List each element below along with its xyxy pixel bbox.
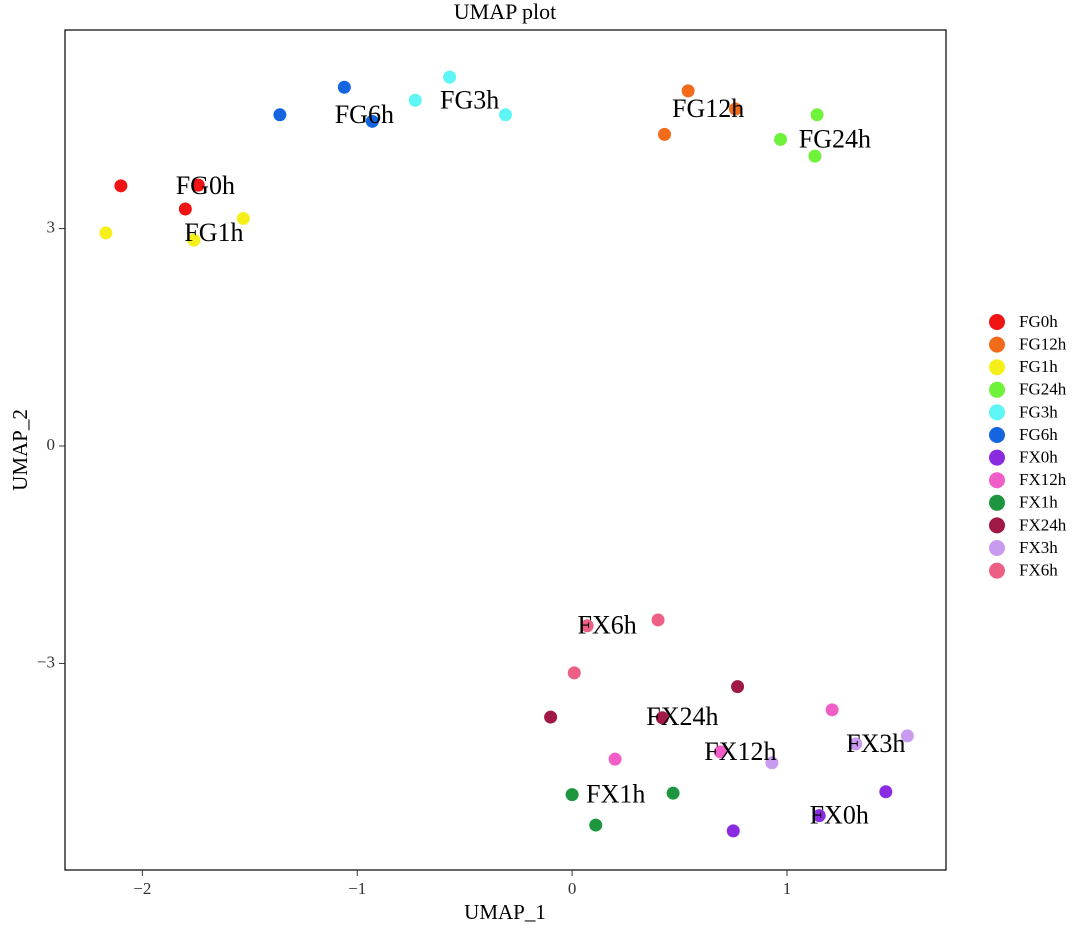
point — [808, 149, 822, 163]
cluster-label: FX6h — [578, 611, 637, 640]
cluster-label: FG6h — [335, 100, 394, 129]
point — [728, 102, 742, 116]
point — [273, 108, 287, 122]
point — [849, 737, 863, 751]
legend-swatch — [989, 472, 1005, 489]
point — [408, 93, 422, 107]
point — [666, 786, 680, 800]
x-axis-label: UMAP_1 — [464, 900, 546, 924]
legend-label: FG0h — [1019, 312, 1058, 331]
x-tick-label: −1 — [348, 879, 366, 898]
y-tick-label: 0 — [47, 435, 56, 454]
legend-label: FG6h — [1019, 425, 1058, 444]
point — [655, 711, 669, 725]
cluster-label: FG24h — [799, 124, 871, 153]
cluster-label: FX3h — [846, 729, 905, 758]
chart-title: UMAP plot — [454, 0, 556, 24]
x-tick-label: −2 — [133, 879, 151, 898]
point — [713, 745, 727, 759]
point — [765, 756, 779, 770]
legend-swatch — [989, 359, 1005, 376]
cluster-label: FX12h — [704, 737, 776, 766]
point — [658, 127, 672, 141]
legend-swatch — [989, 336, 1005, 353]
legend-swatch — [989, 562, 1005, 579]
point — [608, 752, 622, 766]
point — [900, 729, 914, 743]
legend-swatch — [989, 404, 1005, 421]
legend-label: FX3h — [1019, 538, 1058, 557]
legend-label: FG12h — [1019, 335, 1067, 354]
legend-swatch — [989, 314, 1005, 330]
cluster-label: FG3h — [440, 85, 499, 114]
point — [99, 226, 113, 240]
point — [187, 233, 201, 247]
point — [178, 202, 192, 216]
point — [443, 70, 457, 84]
x-tick-label: 0 — [568, 879, 577, 898]
cluster-label: FX0h — [810, 801, 869, 830]
point — [726, 824, 740, 838]
cluster-label: FG0h — [176, 171, 235, 200]
point — [731, 680, 745, 694]
point — [365, 114, 379, 128]
point — [499, 108, 512, 122]
point — [774, 132, 788, 146]
legend-label: FX24h — [1019, 515, 1067, 534]
point — [114, 179, 128, 193]
cluster-label: FX24h — [646, 702, 718, 731]
legend-swatch — [989, 381, 1005, 398]
legend-swatch — [989, 427, 1005, 443]
legend-swatch — [989, 449, 1005, 466]
point — [681, 84, 695, 98]
plot-frame — [64, 29, 947, 871]
y-tick-label: −3 — [37, 652, 55, 671]
legend-swatch — [989, 517, 1005, 534]
x-tick-label: 1 — [783, 879, 792, 898]
point — [651, 613, 665, 627]
cluster-label: FX1h — [586, 780, 645, 809]
point — [236, 211, 250, 225]
point — [544, 710, 558, 724]
point — [879, 785, 893, 799]
legend-label: FG24h — [1019, 380, 1067, 399]
point — [337, 80, 351, 94]
point — [825, 703, 839, 717]
y-axis-label: UMAP_2 — [8, 409, 32, 491]
legend-label: FG3h — [1019, 402, 1058, 421]
point — [812, 809, 826, 823]
legend-label: FX12h — [1019, 470, 1067, 489]
point — [810, 108, 824, 122]
legend-label: FX0h — [1019, 448, 1058, 467]
legend-swatch — [989, 494, 1005, 511]
legend-label: FX6h — [1019, 561, 1058, 580]
cluster-label: FG1h — [184, 218, 243, 247]
point — [567, 666, 581, 680]
legend-swatch — [989, 540, 1005, 556]
point — [589, 818, 603, 832]
y-tick-label: 3 — [47, 217, 56, 236]
legend-label: FG1h — [1019, 357, 1058, 376]
point — [191, 178, 205, 192]
point — [565, 788, 579, 802]
cluster-label: FG12h — [672, 94, 744, 123]
point — [580, 619, 594, 633]
legend-label: FX1h — [1019, 493, 1058, 512]
